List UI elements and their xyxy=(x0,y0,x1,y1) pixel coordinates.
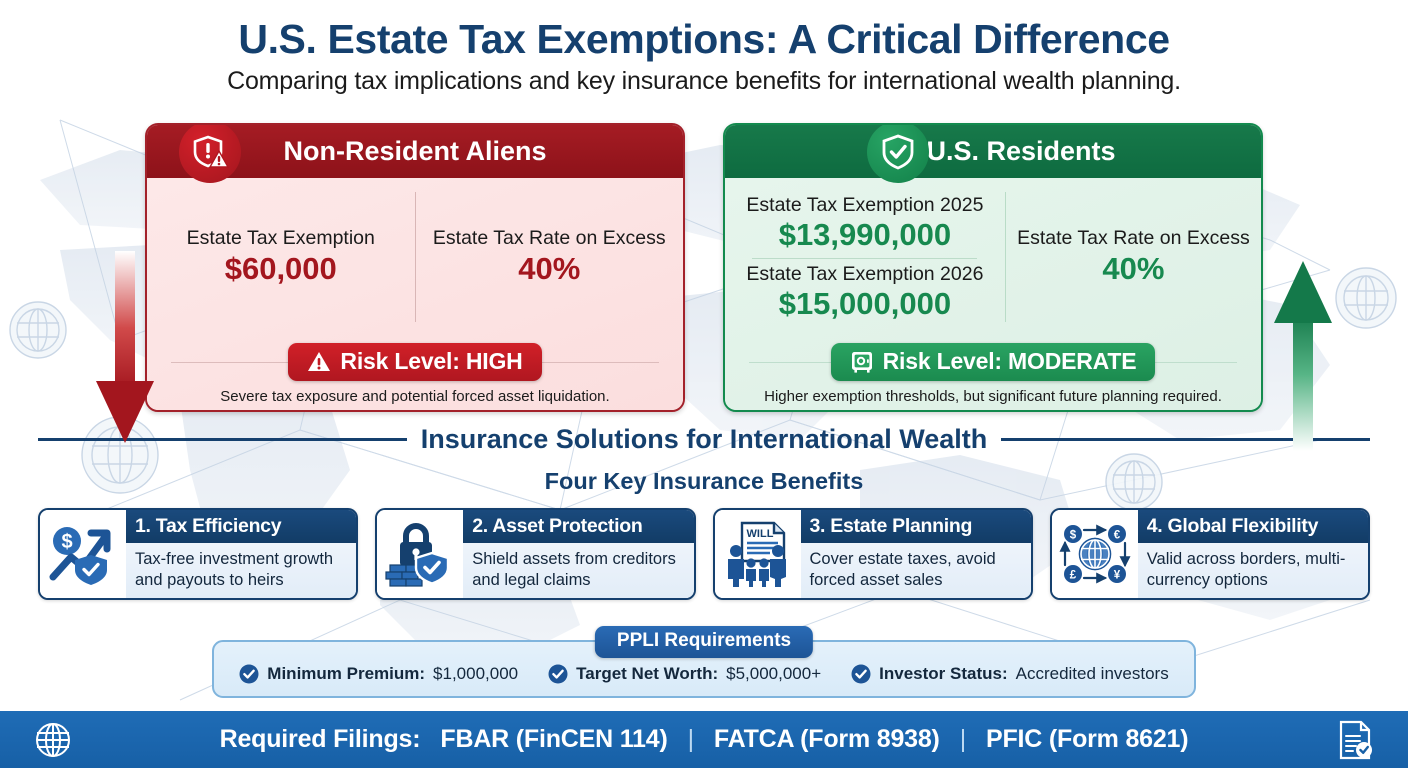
card-header: U.S. Residents xyxy=(725,125,1261,178)
stat-rate: Estate Tax Rate on Excess 40% xyxy=(1006,178,1261,336)
ppli-value: Accredited investors xyxy=(1015,664,1169,683)
divider xyxy=(752,258,978,259)
status-badge-risk-moderate: Risk Level: MODERATE xyxy=(830,343,1156,381)
section-subtitle: Four Key Insurance Benefits xyxy=(544,468,864,494)
check-circle-icon xyxy=(548,664,568,684)
document-check-icon xyxy=(1339,720,1372,759)
section-divider: Insurance Solutions for International We… xyxy=(0,424,1408,455)
filing-pfic: PFIC (Form 8621) xyxy=(985,725,1189,753)
shield-alert-icon xyxy=(179,125,241,183)
filing-fbar: FBAR (FinCEN 114) xyxy=(440,725,668,753)
ppli-tab-label: PPLI Requirements xyxy=(594,626,814,658)
status-badge-risk-high: Risk Level: HIGH xyxy=(288,343,542,381)
stat-group: Estate Tax Exemption 2025 $13,990,000 Es… xyxy=(725,178,1261,336)
separator: | xyxy=(959,725,967,753)
arrow-down-icon xyxy=(96,251,154,443)
stat-value: $13,990,000 xyxy=(778,217,952,253)
stat-label: Estate Tax Exemption 2025 xyxy=(746,193,984,216)
stat-exemption: Estate Tax Exemption $60,000 xyxy=(147,178,415,336)
stat-label: Estate Tax Rate on Excess xyxy=(1017,227,1250,250)
filing-fatca: FATCA (Form 8938) xyxy=(713,725,940,753)
check-circle-icon xyxy=(851,664,871,684)
stat-exemptions-stack: Estate Tax Exemption 2025 $13,990,000 Es… xyxy=(725,178,1005,336)
benefit-description: Valid across borders, multi-currency opt… xyxy=(1137,543,1368,598)
check-circle-icon xyxy=(239,664,259,684)
card-body: Estate Tax Exemption $60,000 Estate Tax … xyxy=(147,178,683,410)
svg-text:$: $ xyxy=(1070,530,1077,542)
footer-bar: Required Filings: FBAR (FinCEN 114) | FA… xyxy=(0,711,1408,768)
ppli-item-investor-status: Investor Status: Accredited investors xyxy=(851,664,1169,684)
will-family-icon: WILL xyxy=(714,510,801,598)
card-title-nra: Non-Resident Aliens xyxy=(283,136,547,166)
footer-label: Required Filings: xyxy=(219,725,421,753)
svg-text:¥: ¥ xyxy=(1114,570,1121,582)
ppli-key: Investor Status: xyxy=(879,664,1008,683)
benefit-description: Tax-free investment growth and payouts t… xyxy=(126,543,357,598)
risk-label: Risk Level: MODERATE xyxy=(882,348,1137,374)
globe-icon xyxy=(36,722,70,757)
page-title: U.S. Estate Tax Exemptions: A Critical D… xyxy=(238,16,1170,62)
stat-label: Estate Tax Exemption 2026 xyxy=(746,263,984,285)
benefit-card-global-flexibility[interactable]: $ € £ ¥ xyxy=(1049,508,1370,600)
shield-check-icon xyxy=(867,125,929,183)
stat-value: $60,000 xyxy=(224,250,337,286)
benefit-content: 3. Estate Planning Cover estate taxes, a… xyxy=(800,510,1031,598)
risk-row: Risk Level: HIGH xyxy=(147,342,683,382)
arrow-up-icon xyxy=(1274,261,1332,451)
benefits-list: $ 1. Tax Efficiency Tax-free investment … xyxy=(38,508,1370,600)
svg-text:$: $ xyxy=(61,531,72,553)
benefit-title: 1. Tax Efficiency xyxy=(126,510,357,544)
stat-value: 40% xyxy=(518,250,581,286)
lock-wall-shield-icon xyxy=(377,510,464,598)
benefit-content: 4. Global Flexibility Valid across borde… xyxy=(1137,510,1368,598)
ppli-item-minimum-premium: Minimum Premium: $1,000,000 xyxy=(239,664,518,684)
risk-note: Severe tax exposure and potential forced… xyxy=(220,388,610,405)
benefit-title: 2. Asset Protection xyxy=(463,510,694,544)
stat-value: $15,000,000 xyxy=(778,286,952,322)
risk-note: Higher exemption thresholds, but signifi… xyxy=(764,388,1222,405)
benefit-title: 3. Estate Planning xyxy=(800,510,1031,544)
ppli-key: Minimum Premium: xyxy=(267,664,426,683)
page-subtitle: Comparing tax implications and key insur… xyxy=(227,67,1181,96)
benefit-content: 1. Tax Efficiency Tax-free investment gr… xyxy=(126,510,357,598)
card-title-usr: U.S. Residents xyxy=(926,136,1116,166)
globe-currency-icon: $ € £ ¥ xyxy=(1051,510,1138,598)
stat-value: 40% xyxy=(1102,250,1165,286)
stat-exemption-2026: Estate Tax Exemption 2026 $15,000,000 xyxy=(746,263,983,322)
benefit-content: 2. Asset Protection Shield assets from c… xyxy=(463,510,694,598)
benefit-card-tax-efficiency[interactable]: $ 1. Tax Efficiency Tax-free investment … xyxy=(38,508,359,600)
required-filings: Required Filings: FBAR (FinCEN 114) | FA… xyxy=(72,725,1336,754)
ppli-item-target-net-worth: Target Net Worth: $5,000,000+ xyxy=(548,664,821,684)
ppli-value: $5,000,000+ xyxy=(726,664,822,683)
card-non-resident-aliens[interactable]: Non-Resident Aliens Estate Tax Exemption… xyxy=(145,123,685,412)
ppli-requirements-section: PPLI Requirements Minimum Premium: $1,00… xyxy=(212,626,1196,698)
svg-text:€: € xyxy=(1114,530,1121,542)
svg-text:£: £ xyxy=(1070,570,1077,582)
benefit-description: Cover estate taxes, avoid forced asset s… xyxy=(800,543,1031,598)
stat-exemption-2025: Estate Tax Exemption 2025 $13,990,000 xyxy=(746,194,983,253)
vault-safe-icon xyxy=(851,352,872,373)
benefit-title: 4. Global Flexibility xyxy=(1137,510,1368,544)
card-body: Estate Tax Exemption 2025 $13,990,000 Es… xyxy=(725,178,1261,410)
benefit-description: Shield assets from creditors and legal c… xyxy=(463,543,694,598)
dollar-growth-shield-icon: $ xyxy=(40,510,126,598)
stat-label: Estate Tax Exemption xyxy=(186,227,375,250)
warning-triangle-icon xyxy=(308,351,331,371)
header: U.S. Estate Tax Exemptions: A Critical D… xyxy=(0,0,1408,96)
stat-rate: Estate Tax Rate on Excess 40% xyxy=(416,178,684,336)
svg-text:WILL: WILL xyxy=(746,528,773,540)
comparison-section: Non-Resident Aliens Estate Tax Exemption… xyxy=(0,123,1408,451)
stat-label: Estate Tax Rate on Excess xyxy=(432,227,666,250)
separator: | xyxy=(687,725,695,753)
ppli-key: Target Net Worth: xyxy=(576,664,719,683)
card-us-residents[interactable]: U.S. Residents Estate Tax Exemption 2025… xyxy=(723,123,1263,412)
stat-group: Estate Tax Exemption $60,000 Estate Tax … xyxy=(147,178,683,336)
ppli-value: $1,000,000 xyxy=(433,664,519,683)
benefit-card-estate-planning[interactable]: WILL 3. Estate Planning Cover estate tax… xyxy=(712,508,1033,600)
risk-row: Risk Level: MODERATE xyxy=(725,342,1261,382)
benefit-card-asset-protection[interactable]: 2. Asset Protection Shield assets from c… xyxy=(375,508,696,600)
risk-label: Risk Level: HIGH xyxy=(340,348,523,374)
section-title: Insurance Solutions for International We… xyxy=(420,424,988,454)
